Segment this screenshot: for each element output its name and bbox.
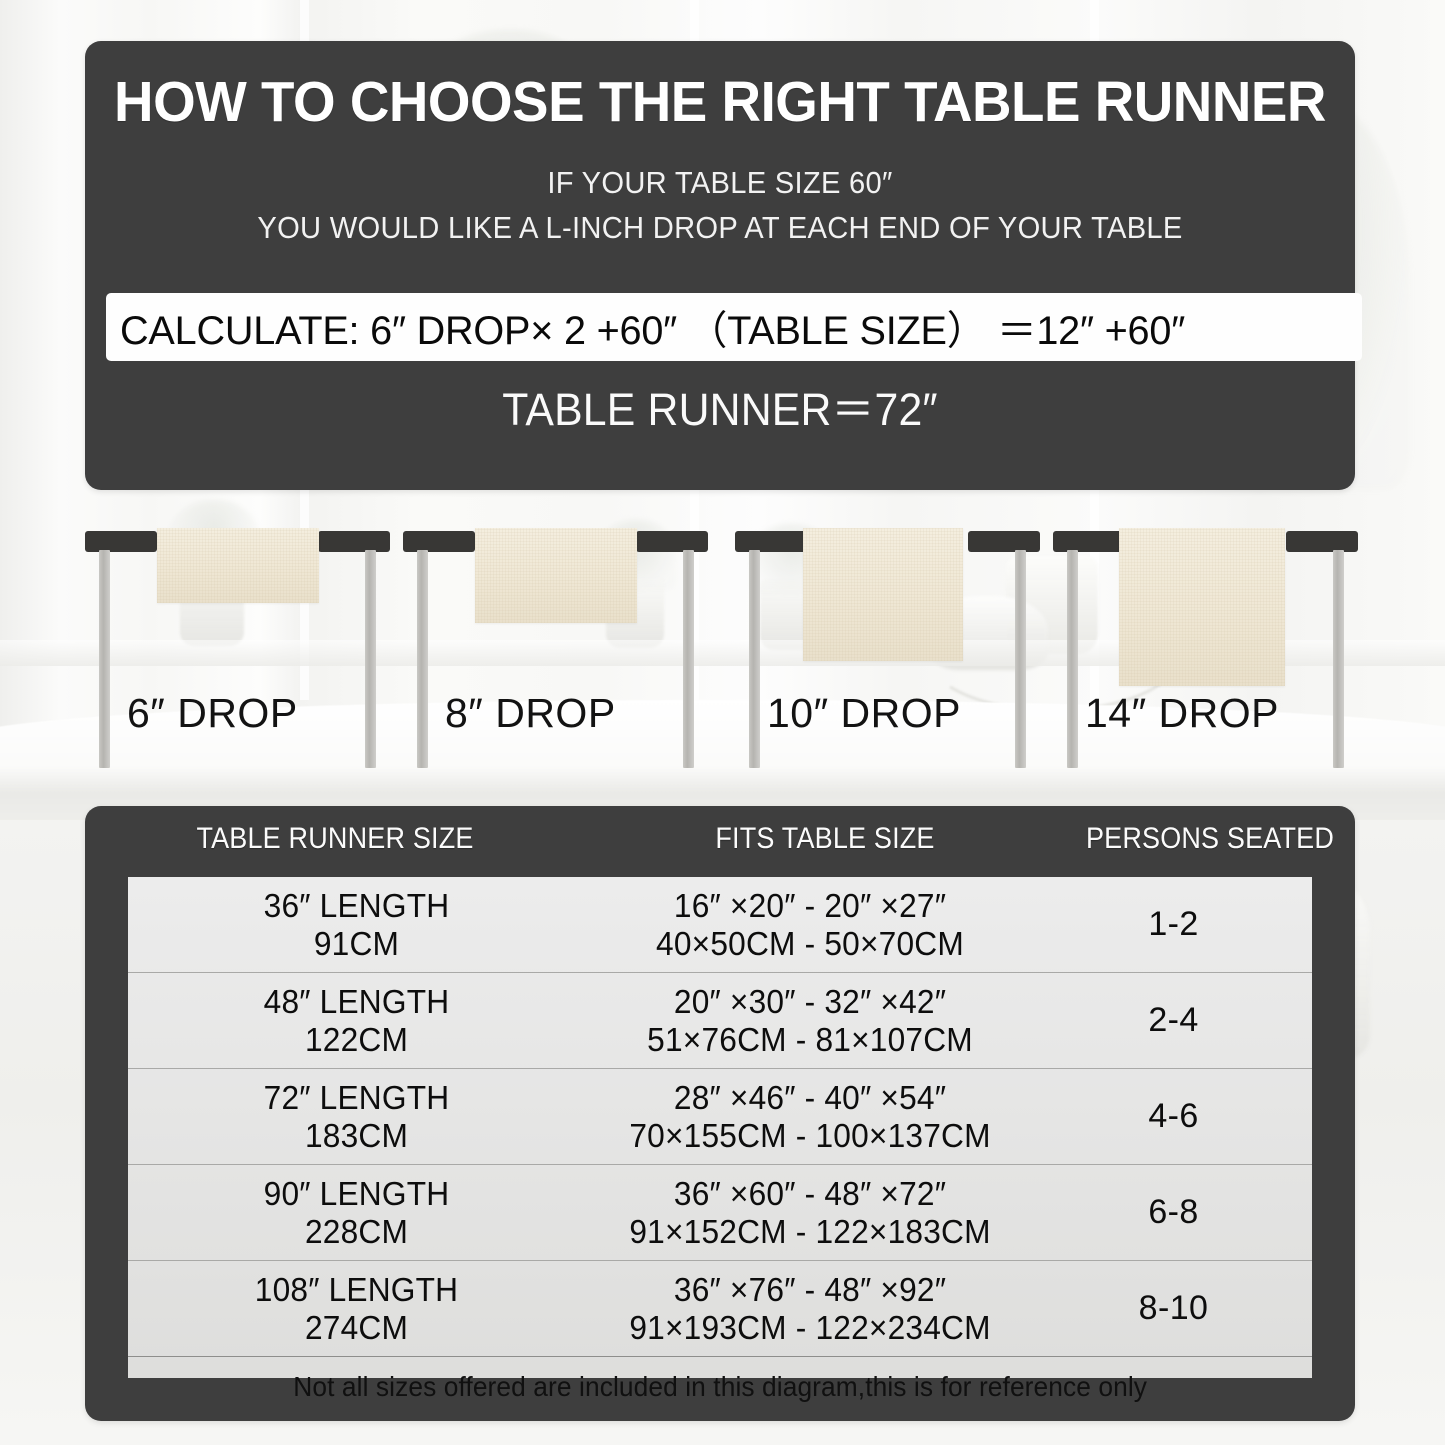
runner-fabric bbox=[157, 528, 319, 603]
runner-size-cm: 274CM bbox=[304, 1308, 409, 1346]
column-header-persons: PERSONS SEATED bbox=[1085, 822, 1335, 855]
table-row: 90″ LENGTH 228CM 36″ ×60″ - 48″ ×72″ 91×… bbox=[128, 1165, 1312, 1261]
drop-illustration-6in: 6″ DROP bbox=[85, 520, 390, 790]
cell-runner-size: 72″ LENGTH 183CM bbox=[128, 1079, 585, 1154]
fits-inches: 36″ ×60″ - 48″ ×72″ bbox=[673, 1174, 947, 1212]
table-leg-right bbox=[1333, 550, 1344, 768]
runner-fabric bbox=[1119, 528, 1285, 686]
table-body: 36″ LENGTH 91CM 16″ ×20″ - 20″ ×27″ 40×5… bbox=[128, 877, 1312, 1402]
drop-label: 8″ DROP bbox=[445, 690, 616, 736]
runner-size-inches: 48″ LENGTH bbox=[263, 982, 450, 1020]
cell-persons-seated: 6-8 bbox=[1148, 1193, 1199, 1231]
column-header-runner-size: TABLE RUNNER SIZE bbox=[196, 822, 474, 855]
table-row: 48″ LENGTH 122CM 20″ ×30″ - 32″ ×42″ 51×… bbox=[128, 973, 1312, 1069]
runner-size-cm: 228CM bbox=[304, 1212, 409, 1250]
drop-illustration-14in: 14″ DROP bbox=[1053, 520, 1358, 790]
tabletop-left-bar bbox=[85, 531, 157, 552]
table-leg-left bbox=[749, 550, 760, 768]
table-leg-right bbox=[683, 550, 694, 768]
subtitle-line-2: YOU WOULD LIKE A L-INCH DROP AT EACH END… bbox=[257, 210, 1183, 245]
table-row: 108″ LENGTH 274CM 36″ ×76″ - 48″ ×92″ 91… bbox=[128, 1261, 1312, 1357]
table-footnote-row: Not all sizes offered are included in th… bbox=[128, 1357, 1312, 1417]
drop-illustration-8in: 8″ DROP bbox=[403, 520, 708, 790]
tabletop-right-bar bbox=[968, 531, 1040, 552]
table-leg-right bbox=[365, 550, 376, 768]
page-title: HOW TO CHOOSE THE RIGHT TABLE RUNNER bbox=[114, 70, 1326, 134]
table-leg-left bbox=[99, 550, 110, 768]
drop-illustration-10in: 10″ DROP bbox=[735, 520, 1040, 790]
calculation-box: CALCULATE: 6″ DROP× 2 +60″ （TABLE SIZE） … bbox=[106, 293, 1362, 361]
tabletop-right-bar bbox=[1286, 531, 1358, 552]
cell-fits-table: 28″ ×46″ - 40″ ×54″ 70×155CM - 100×137CM bbox=[585, 1079, 1035, 1154]
tabletop-left-bar bbox=[735, 531, 807, 552]
table-row: 36″ LENGTH 91CM 16″ ×20″ - 20″ ×27″ 40×5… bbox=[128, 877, 1312, 973]
fits-inches: 20″ ×30″ - 32″ ×42″ bbox=[673, 982, 947, 1020]
tabletop-right-bar bbox=[636, 531, 708, 552]
fits-cm: 91×193CM - 122×234CM bbox=[629, 1308, 991, 1346]
tabletop-left-bar bbox=[1053, 531, 1125, 552]
table-leg-left bbox=[417, 550, 428, 768]
cell-fits-table: 36″ ×60″ - 48″ ×72″ 91×152CM - 122×183CM bbox=[585, 1175, 1035, 1250]
runner-size-cm: 183CM bbox=[304, 1116, 409, 1154]
tabletop-right-bar bbox=[318, 531, 390, 552]
runner-fabric bbox=[803, 528, 963, 661]
fits-inches: 36″ ×76″ - 48″ ×92″ bbox=[673, 1270, 947, 1308]
table-row: 72″ LENGTH 183CM 28″ ×46″ - 40″ ×54″ 70×… bbox=[128, 1069, 1312, 1165]
table-header-row: TABLE RUNNER SIZE FITS TABLE SIZE PERSON… bbox=[85, 806, 1355, 872]
runner-size-inches: 90″ LENGTH bbox=[263, 1174, 450, 1212]
fits-cm: 70×155CM - 100×137CM bbox=[629, 1116, 991, 1154]
column-header-fits-table: FITS TABLE SIZE bbox=[715, 822, 935, 855]
cell-fits-table: 20″ ×30″ - 32″ ×42″ 51×76CM - 81×107CM bbox=[585, 983, 1035, 1058]
drop-label: 6″ DROP bbox=[127, 690, 298, 736]
cell-fits-table: 16″ ×20″ - 20″ ×27″ 40×50CM - 50×70CM bbox=[585, 887, 1035, 962]
cell-persons-seated: 8-10 bbox=[1138, 1289, 1209, 1327]
calculation-formula: CALCULATE: 6″ DROP× 2 +60″ （TABLE SIZE） … bbox=[120, 309, 1186, 353]
size-table-panel: TABLE RUNNER SIZE FITS TABLE SIZE PERSON… bbox=[85, 806, 1355, 1421]
cell-runner-size: 90″ LENGTH 228CM bbox=[128, 1175, 585, 1250]
runner-size-cm: 122CM bbox=[304, 1020, 409, 1058]
drop-illustrations: 6″ DROP 8″ DROP 10″ DROP 1 bbox=[85, 520, 1358, 790]
cell-persons-seated: 2-4 bbox=[1148, 1001, 1199, 1039]
runner-size-cm: 91CM bbox=[313, 924, 400, 962]
drop-label: 10″ DROP bbox=[767, 690, 961, 736]
subtitle-line-1: IF YOUR TABLE SIZE 60″ bbox=[547, 165, 893, 200]
drop-label: 14″ DROP bbox=[1085, 690, 1279, 736]
table-leg-left bbox=[1067, 550, 1078, 768]
fits-cm: 91×152CM - 122×183CM bbox=[629, 1212, 991, 1250]
cell-persons-seated: 1-2 bbox=[1148, 905, 1199, 943]
runner-result: TABLE RUNNER＝72″ bbox=[502, 384, 938, 435]
fits-inches: 16″ ×20″ - 20″ ×27″ bbox=[673, 886, 947, 924]
cell-runner-size: 36″ LENGTH 91CM bbox=[128, 887, 585, 962]
table-footnote: Not all sizes offered are included in th… bbox=[293, 1371, 1147, 1402]
cell-runner-size: 48″ LENGTH 122CM bbox=[128, 983, 585, 1058]
table-leg-right bbox=[1015, 550, 1026, 768]
tabletop-left-bar bbox=[403, 531, 475, 552]
fits-cm: 40×50CM - 50×70CM bbox=[656, 924, 964, 962]
fits-cm: 51×76CM - 81×107CM bbox=[647, 1020, 973, 1058]
cell-persons-seated: 4-6 bbox=[1148, 1097, 1199, 1135]
fits-inches: 28″ ×46″ - 40″ ×54″ bbox=[673, 1078, 947, 1116]
runner-size-inches: 72″ LENGTH bbox=[263, 1078, 450, 1116]
cell-fits-table: 36″ ×76″ - 48″ ×92″ 91×193CM - 122×234CM bbox=[585, 1271, 1035, 1346]
runner-fabric bbox=[475, 528, 637, 623]
cell-runner-size: 108″ LENGTH 274CM bbox=[128, 1271, 585, 1346]
header-panel: HOW TO CHOOSE THE RIGHT TABLE RUNNER IF … bbox=[85, 41, 1362, 490]
runner-size-inches: 36″ LENGTH bbox=[263, 886, 450, 924]
runner-size-inches: 108″ LENGTH bbox=[254, 1270, 459, 1308]
